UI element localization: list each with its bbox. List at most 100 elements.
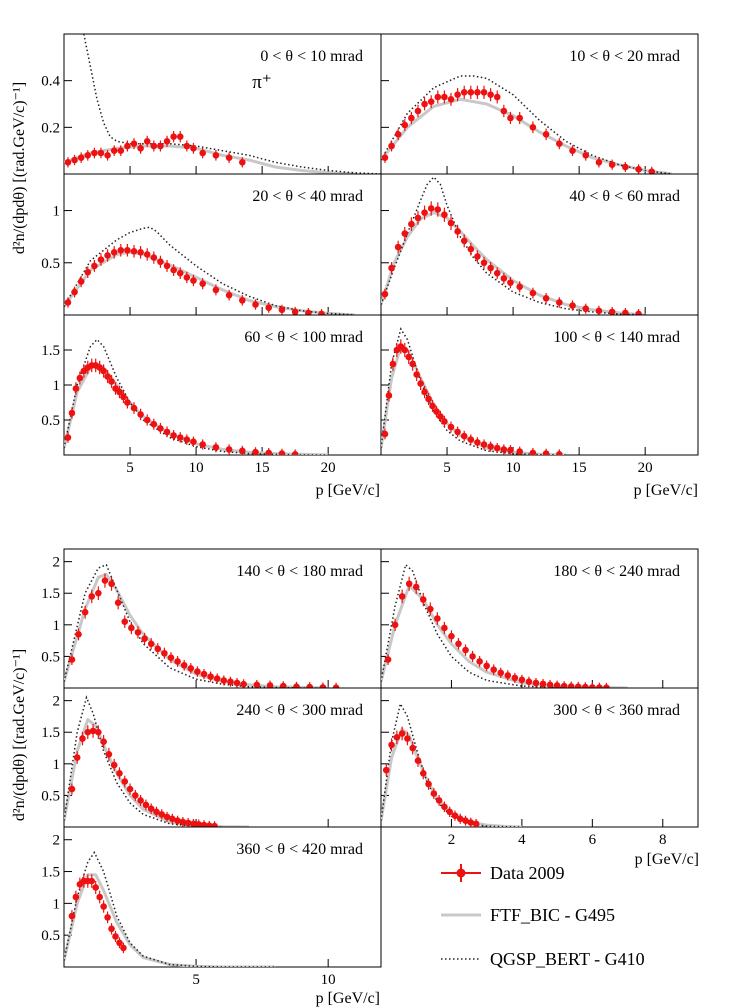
data-point xyxy=(150,142,158,150)
legend-entry-qgsp: QGSP_BERT - G410 xyxy=(441,949,645,969)
data-point xyxy=(212,152,220,159)
panel-frame xyxy=(380,687,699,828)
data-point xyxy=(77,278,85,285)
data-point xyxy=(158,811,166,818)
x-tick-label: 10 xyxy=(189,460,204,476)
data-point xyxy=(170,133,177,140)
data-point xyxy=(120,944,127,952)
data-point xyxy=(190,820,197,827)
data-point xyxy=(388,142,395,150)
data-point xyxy=(525,678,533,685)
data-point xyxy=(110,249,118,256)
panel-4: 40 < θ < 60 mrad xyxy=(380,173,699,316)
data-point xyxy=(124,399,131,406)
panel-plot-area xyxy=(64,226,355,315)
data-point xyxy=(64,159,72,166)
data-point xyxy=(79,735,86,742)
data-point xyxy=(278,450,286,455)
x-tick-label: 5 xyxy=(443,460,451,476)
data-point xyxy=(511,674,519,682)
data-point xyxy=(398,730,406,737)
qgsp-bert-curve xyxy=(381,75,672,174)
data-point xyxy=(278,306,286,314)
x-axis-title-top-right: p [GeV/c] xyxy=(634,482,698,499)
data-point xyxy=(381,290,389,298)
x-tick-label: 20 xyxy=(638,460,653,476)
x-axis-title-top-left: p [GeV/c] xyxy=(316,482,380,499)
data-point xyxy=(412,583,420,591)
data-point xyxy=(157,142,164,150)
legend-label-data: Data 2009 xyxy=(490,863,564,883)
data-point xyxy=(408,114,415,122)
panel-6: 5 10 15 20 100 < θ < 140 mrad xyxy=(380,314,699,476)
data-point xyxy=(240,680,247,688)
data-point xyxy=(529,289,537,297)
data-point xyxy=(194,668,201,675)
y-tick-label: 0.5 xyxy=(41,649,60,665)
data-point xyxy=(100,903,107,910)
data-point xyxy=(291,308,299,315)
data-point xyxy=(454,91,461,98)
data-point xyxy=(213,675,221,682)
data-point xyxy=(556,299,563,306)
y-tick-label: 0.4 xyxy=(41,74,60,90)
data-point xyxy=(648,168,656,174)
qgsp-bert-curve xyxy=(64,695,223,827)
data-point xyxy=(117,246,125,254)
data-point xyxy=(252,448,259,455)
data-point xyxy=(157,425,164,432)
data-point xyxy=(569,302,576,309)
data-point xyxy=(239,159,246,166)
data-point xyxy=(147,640,155,648)
data-point xyxy=(413,371,420,378)
data-point xyxy=(608,161,616,168)
data-point xyxy=(384,656,392,663)
panel-title: 100 < θ < 140 mrad xyxy=(553,329,680,346)
data-point xyxy=(480,89,488,96)
data-point xyxy=(441,418,448,425)
data-point xyxy=(88,877,96,885)
data-point xyxy=(225,291,233,299)
data-point xyxy=(199,280,206,287)
data-point xyxy=(474,89,481,96)
data-point xyxy=(132,792,139,799)
data-point xyxy=(460,432,468,440)
y-axis-title-top: d²n/(dpdθ) [(rad.GeV/c)⁻¹] xyxy=(11,82,28,254)
panel-10: 2 4 6 8 300 < θ < 360 mrad xyxy=(380,687,699,848)
data-point xyxy=(487,443,494,450)
panel-8: 180 < θ < 240 mrad xyxy=(380,548,699,689)
data-point xyxy=(163,428,171,436)
data-point xyxy=(414,214,422,222)
ftf-bic-curve xyxy=(381,97,672,174)
data-point xyxy=(381,430,389,438)
data-point xyxy=(108,925,115,933)
data-point xyxy=(130,140,138,147)
data-point xyxy=(474,439,481,446)
data-point xyxy=(266,682,274,688)
x-tick-label: 8 xyxy=(659,832,667,848)
data-point xyxy=(394,243,402,251)
data-point xyxy=(382,766,390,774)
data-point xyxy=(176,133,184,140)
data-point xyxy=(100,367,107,375)
x-tick-label: 5 xyxy=(192,972,200,988)
y-tick-label: 1.5 xyxy=(41,865,60,881)
panel-plot-area xyxy=(64,851,276,967)
data-point xyxy=(126,785,134,793)
data-point xyxy=(388,264,395,272)
data-point xyxy=(430,790,438,797)
data-point xyxy=(291,451,299,455)
data-point xyxy=(200,670,208,678)
data-point xyxy=(134,629,142,636)
y-tick-label: 2 xyxy=(53,555,61,571)
data-point xyxy=(84,152,92,159)
data-point xyxy=(110,147,118,154)
data-point xyxy=(72,893,80,901)
y-tick-label: 0.2 xyxy=(41,120,60,136)
y-tick-label: 1 xyxy=(53,896,61,912)
x-tick-label: 10 xyxy=(321,972,336,988)
data-point xyxy=(421,209,428,216)
data-point xyxy=(394,131,402,138)
data-point xyxy=(467,245,475,253)
